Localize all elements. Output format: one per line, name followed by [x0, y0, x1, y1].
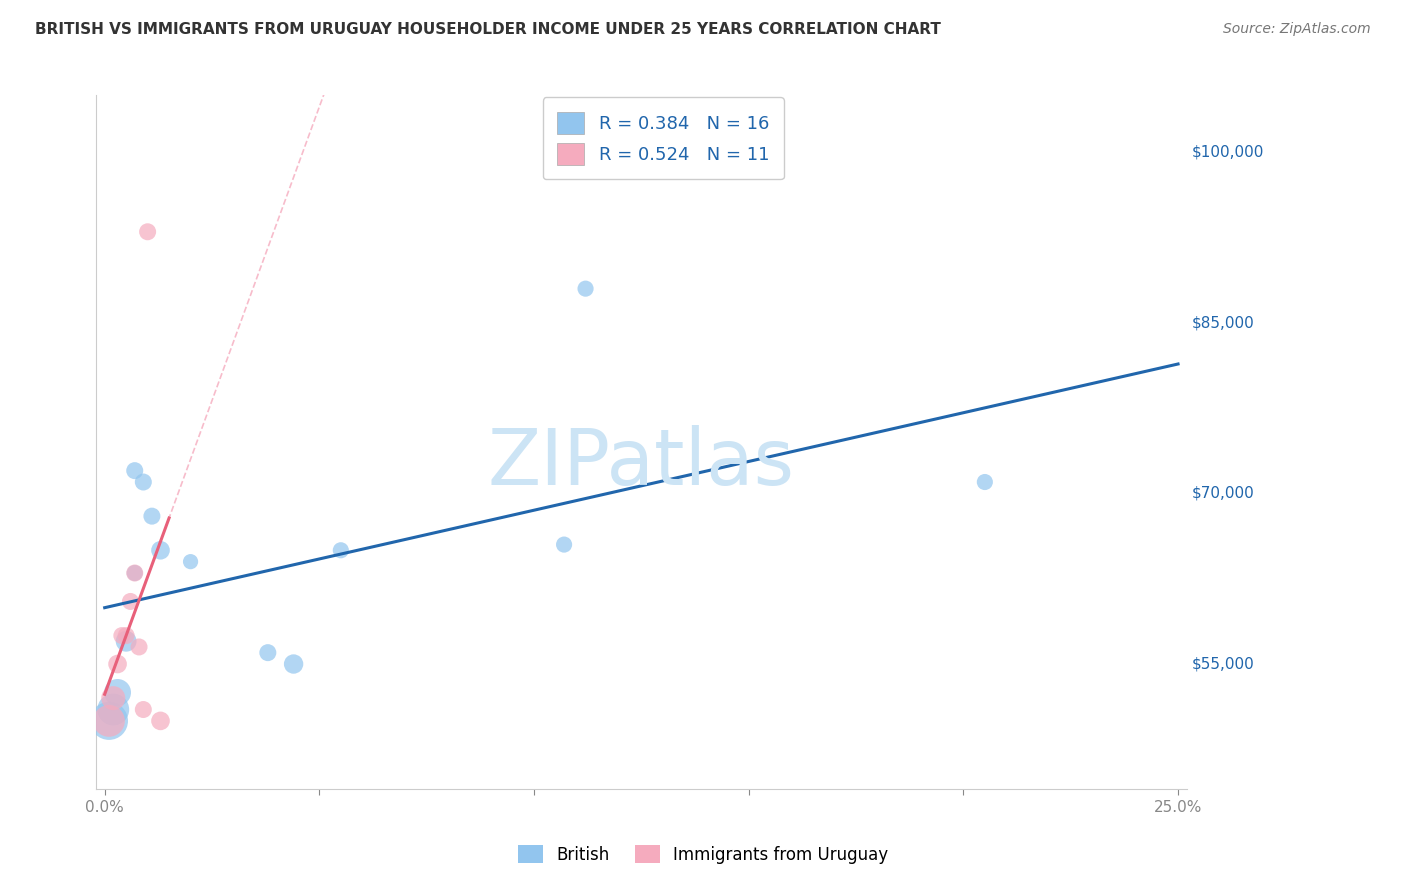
Point	[107, 685, 129, 699]
Point	[115, 634, 138, 648]
Point	[128, 640, 150, 654]
Point	[132, 702, 155, 716]
Point	[136, 225, 159, 239]
Point	[124, 464, 146, 478]
Text: $70,000: $70,000	[1192, 486, 1254, 501]
Text: $55,000: $55,000	[1192, 657, 1254, 672]
Point	[256, 646, 278, 660]
Point	[180, 555, 202, 569]
Point	[111, 629, 134, 643]
Legend: R = 0.384   N = 16, R = 0.524   N = 11: R = 0.384 N = 16, R = 0.524 N = 11	[543, 97, 783, 179]
Point	[124, 566, 146, 580]
Text: Source: ZipAtlas.com: Source: ZipAtlas.com	[1223, 22, 1371, 37]
Point	[149, 543, 172, 558]
Point	[103, 702, 125, 716]
Point	[107, 657, 129, 671]
Point	[120, 594, 142, 608]
Point	[103, 691, 125, 706]
Point	[98, 714, 121, 728]
Point	[283, 657, 305, 671]
Point	[115, 629, 138, 643]
Text: $100,000: $100,000	[1192, 145, 1264, 160]
Point	[124, 566, 146, 580]
Point	[329, 543, 352, 558]
Point	[553, 538, 575, 552]
Legend: British, Immigrants from Uruguay: British, Immigrants from Uruguay	[512, 838, 894, 871]
Point	[141, 509, 163, 524]
Text: BRITISH VS IMMIGRANTS FROM URUGUAY HOUSEHOLDER INCOME UNDER 25 YEARS CORRELATION: BRITISH VS IMMIGRANTS FROM URUGUAY HOUSE…	[35, 22, 941, 37]
Text: $85,000: $85,000	[1192, 315, 1254, 330]
Point	[132, 475, 155, 489]
Point	[973, 475, 995, 489]
Point	[98, 714, 121, 728]
Point	[574, 282, 596, 296]
Point	[149, 714, 172, 728]
Text: ZIPatlas: ZIPatlas	[488, 425, 794, 501]
